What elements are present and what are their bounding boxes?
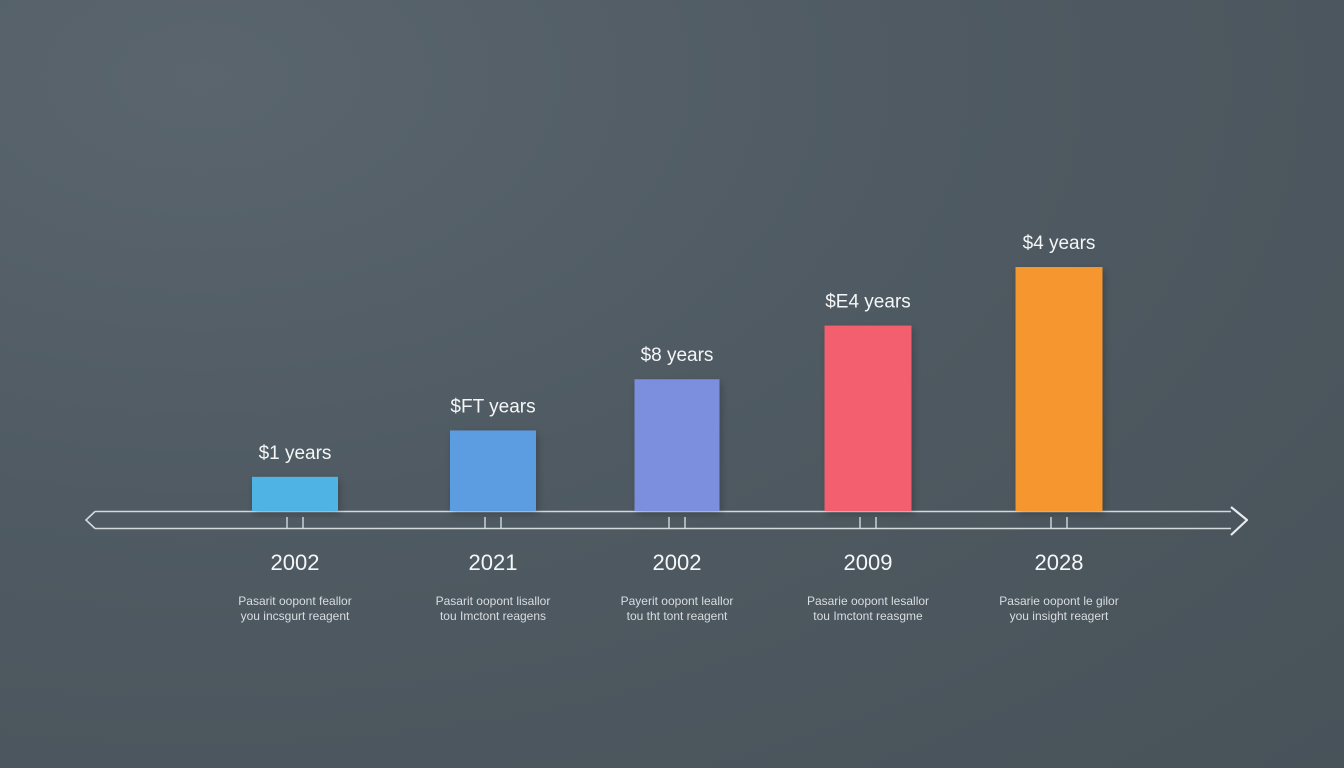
value-label-5: $4 years — [1023, 233, 1096, 254]
description-4-line-1: Pasarie oopont lesallor — [807, 594, 929, 608]
axis-arrow-head — [1230, 506, 1249, 536]
bar-3 — [634, 379, 720, 511]
bar-2 — [450, 430, 536, 511]
value-label-4: $E4 years — [825, 292, 911, 313]
year-label-4: 2009 — [844, 550, 893, 575]
bar-5 — [1015, 267, 1103, 511]
value-label-1: $1 years — [259, 443, 332, 464]
value-label-2: $FT years — [450, 396, 535, 417]
bar-1 — [252, 476, 338, 511]
axis-left-chevron — [84, 510, 96, 530]
description-4-line-2: tou Imctont reasgme — [813, 609, 923, 623]
year-label-3: 2002 — [653, 550, 702, 575]
description-3-line-2: tou tht tont reagent — [627, 609, 728, 623]
bars-group — [252, 267, 1103, 511]
description-5-line-2: you insight reagert — [1010, 609, 1109, 623]
timeline-axis — [84, 506, 1249, 536]
year-label-5: 2028 — [1035, 550, 1084, 575]
value-label-3: $8 years — [641, 345, 714, 366]
year-label-1: 2002 — [271, 550, 320, 575]
description-2-line-2: tou Imctont reagens — [440, 609, 546, 623]
axis-band — [95, 510, 1231, 530]
description-2-line-1: Pasarit oopont lisallor — [436, 594, 551, 608]
description-1-line-1: Pasarit oopont feallor — [238, 594, 351, 608]
description-1-line-2: you incsgurt reagent — [241, 609, 350, 623]
ticks-group — [286, 517, 1068, 529]
bar-4 — [824, 325, 912, 511]
description-3-line-1: Payerit oopont leallor — [621, 594, 734, 608]
year-label-2: 2021 — [469, 550, 518, 575]
description-5-line-1: Pasarie oopont le gilor — [999, 594, 1118, 608]
